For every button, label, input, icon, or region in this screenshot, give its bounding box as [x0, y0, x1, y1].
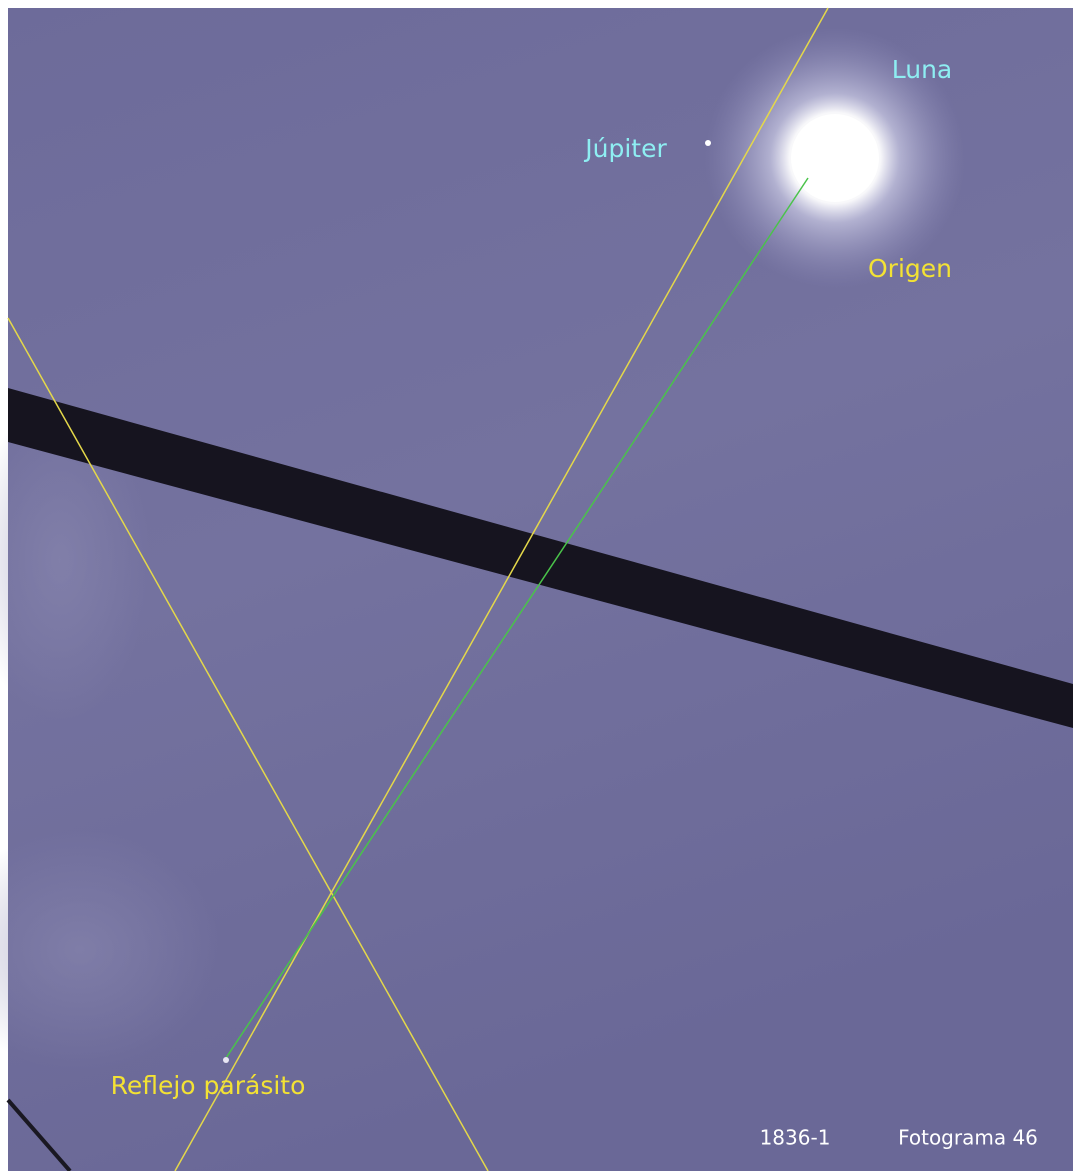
label: Luna	[892, 55, 953, 84]
label: Origen	[868, 254, 952, 283]
reflection-spot	[223, 1057, 229, 1063]
label: Reflejo parásito	[111, 1071, 306, 1100]
label: Júpiter	[583, 134, 667, 163]
photo: Luna Júpiter Origen Reflejo parásito 183…	[0, 0, 1073, 1171]
moon	[791, 114, 879, 202]
jupiter	[705, 140, 711, 146]
footer-frame: Fotograma 46	[898, 1126, 1038, 1150]
footer-code: 1836-1	[760, 1126, 831, 1150]
